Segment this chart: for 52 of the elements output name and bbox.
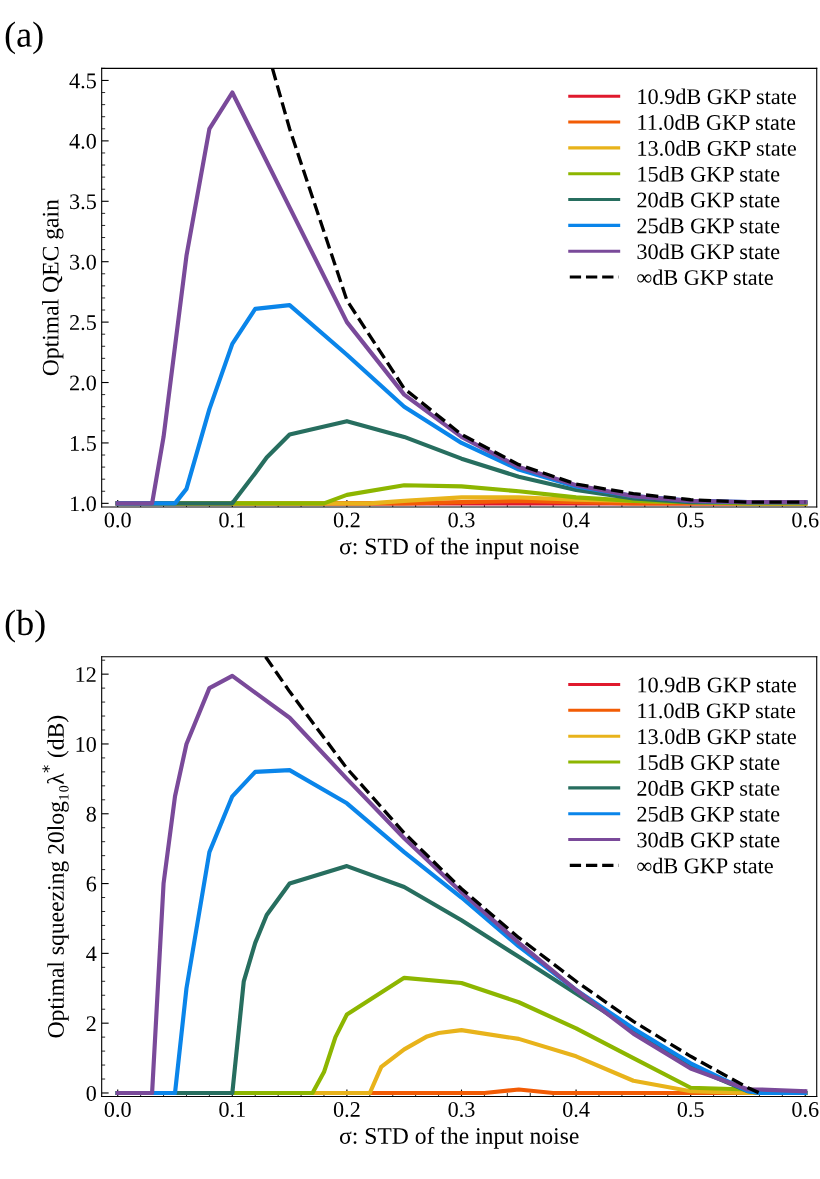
legend-label: 15dB GKP state xyxy=(638,166,780,182)
y-axis-title: Optimal QEC gain xyxy=(42,199,64,376)
legend-label: 11.0dB GKP state xyxy=(638,702,796,719)
x-axis-title: σ: STD of the input noise xyxy=(339,537,579,560)
y-tick-label: 3.0 xyxy=(70,254,96,270)
y-tick-label: 2.0 xyxy=(70,375,96,391)
legend-label: 20dB GKP state xyxy=(637,191,780,208)
legend-label: 20dB GKP state xyxy=(637,780,780,796)
x-tick-label: 0.2 xyxy=(333,512,360,528)
legend-label: 10.9dB GKP state xyxy=(638,88,796,105)
x-tick-label: 0.5 xyxy=(677,1101,704,1118)
x-tick-label: 0.2 xyxy=(333,1101,360,1118)
y-tick-label: 6 xyxy=(86,876,97,892)
y-tick-label: 4.5 xyxy=(69,73,96,89)
x-tick-label: 0.6 xyxy=(792,1101,819,1118)
y-tick-label: 3.5 xyxy=(70,194,96,210)
x-tick-label: 0.4 xyxy=(563,512,590,528)
legend-label: ∞dB GKP state xyxy=(637,269,773,286)
legend-label: 30dB GKP state xyxy=(637,243,780,260)
legend-label: 13.0dB GKP state xyxy=(638,140,796,156)
chart-title: (b) xyxy=(5,609,45,643)
legend-label: 25dB GKP state xyxy=(637,217,780,234)
y-tick-label: 4 xyxy=(86,946,97,962)
x-axis-title: σ: STD of the input noise xyxy=(339,1127,579,1149)
x-tick-label: 0.1 xyxy=(219,512,245,528)
legend-label: 11.0dB GKP state xyxy=(638,114,796,131)
chart-title: (a) xyxy=(5,21,43,55)
x-tick-label: 0.5 xyxy=(677,512,704,528)
y-tick-label: 4.0 xyxy=(69,133,96,149)
x-tick-label: 0.4 xyxy=(563,1101,590,1118)
x-tick-label: 0.1 xyxy=(219,1101,245,1118)
x-tick-label: 0.6 xyxy=(792,512,819,528)
legend-label: 13.0dB GKP state xyxy=(638,728,796,745)
x-tick-label: 0.3 xyxy=(448,1101,475,1118)
y-tick-label: 8 xyxy=(86,806,96,822)
y-tick-label: 1.5 xyxy=(71,435,96,451)
y-tick-label: 2 xyxy=(86,1016,96,1031)
legend-label: 25dB GKP state xyxy=(637,806,780,822)
x-tick-label: 0.0 xyxy=(104,1101,131,1118)
y-axis-title: Optimal squeezing 20log₁₀λ$^{*}$ (dB) xyxy=(42,715,69,1038)
legend-label: 15dB GKP state xyxy=(638,754,780,771)
x-tick-label: 0.3 xyxy=(448,512,475,528)
line-series xyxy=(115,673,808,1096)
y-tick-label: 12 xyxy=(76,667,96,682)
y-tick-label: 0 xyxy=(86,1085,96,1101)
legend-label: 30dB GKP state xyxy=(637,831,780,848)
legend-label: 10.9dB GKP state xyxy=(638,676,796,693)
y-tick-label: 1.0 xyxy=(71,496,96,512)
x-tick-label: 0.0 xyxy=(104,512,131,528)
legend-label: ∞dB GKP state xyxy=(637,857,773,874)
y-tick-label: 2.5 xyxy=(70,315,96,331)
y-tick-label: 10 xyxy=(76,736,96,752)
